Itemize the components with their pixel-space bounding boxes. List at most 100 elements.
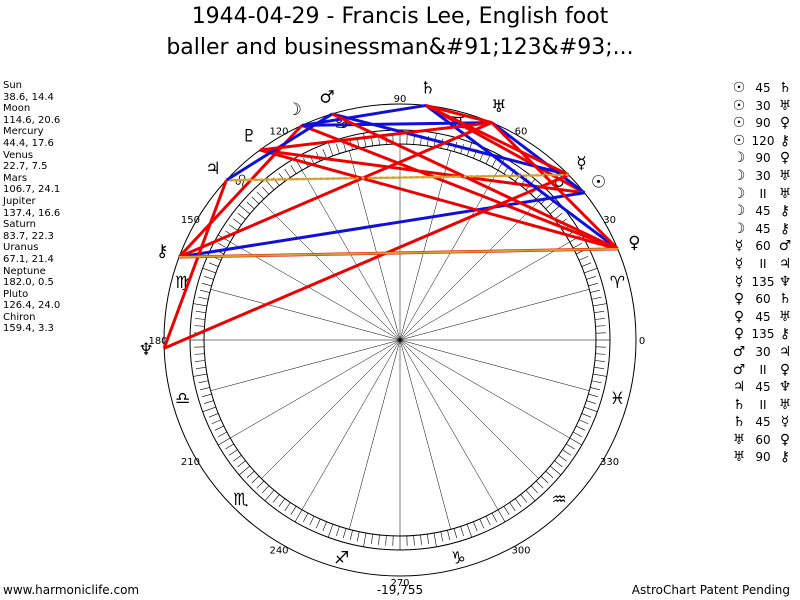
degree-tick <box>572 243 583 249</box>
degree-tick <box>203 276 214 280</box>
aspect-planet-1: ☽ <box>732 203 746 220</box>
aspect-line <box>226 173 569 182</box>
degree-label: 210 <box>181 457 200 468</box>
degree-label: 240 <box>269 546 288 557</box>
degree-tick <box>229 224 238 231</box>
degree-tick <box>229 449 238 456</box>
planet-value-pluto: 126.4, 24.0 <box>3 300 61 312</box>
aspect-angle: II <box>759 362 767 377</box>
planet-name-jupiter: Jupiter <box>3 195 36 207</box>
degree-tick <box>586 400 597 404</box>
aspect-planet-2: ♅ <box>778 308 792 325</box>
degree-tick <box>363 133 367 148</box>
aspect-angle: II <box>759 256 767 271</box>
degree-tick <box>591 380 602 384</box>
outer-circle <box>163 103 637 577</box>
degree-tick <box>284 502 291 511</box>
aspect-row: ☽ 45 ⚷ <box>728 203 794 221</box>
aspect-row: ☿ II ♃ <box>728 256 794 274</box>
aspect-angle: 60 <box>755 292 771 307</box>
aspect-angle: 30 <box>755 168 771 183</box>
degree-label: 150 <box>181 215 200 226</box>
degree-tick <box>214 425 224 431</box>
aspect-row: ☿ 60 ♂ <box>728 238 794 256</box>
degree-tick <box>554 460 563 468</box>
aspect-lines <box>162 103 619 350</box>
aspect-angle: 135 <box>751 274 775 289</box>
aspect-planet-2: ♄ <box>778 80 792 96</box>
degree-tick <box>525 489 536 502</box>
aspect-planet-1: ♀ <box>733 291 745 308</box>
planet-value-mars: 106.7, 24.1 <box>3 184 61 196</box>
degree-tick <box>261 485 270 494</box>
aspect-planet-2: ♃ <box>778 343 792 360</box>
degree-tick <box>356 531 360 542</box>
aspect-planet-2: ♅ <box>778 185 792 202</box>
degree-tick <box>363 532 367 547</box>
aspect-row: ♀ 135 ⚷ <box>728 326 794 344</box>
aspect-planet-1: ☿ <box>734 273 744 290</box>
zodiac-sign-glyph: ♑ <box>451 548 466 568</box>
degree-tick <box>578 255 589 261</box>
degree-tick <box>485 154 491 164</box>
aspect-angle: 90 <box>755 450 771 465</box>
degree-tick <box>588 282 599 287</box>
house-spoke <box>399 170 499 341</box>
planet-value-jupiter: 137.4, 16.6 <box>3 207 61 219</box>
degree-tick <box>233 454 242 462</box>
degree-tick <box>586 276 597 280</box>
aspect-line <box>178 121 493 259</box>
degree-tick <box>440 531 444 542</box>
aspect-angle: 45 <box>755 81 771 95</box>
degree-label: 60 <box>515 126 528 137</box>
planet-value-sun: 38.6, 14.4 <box>3 91 54 103</box>
aspect-planet-2: ♀ <box>779 150 791 167</box>
aspect-line <box>259 148 619 251</box>
aspect-angle: 90 <box>755 116 771 131</box>
house-spoke <box>399 150 451 341</box>
house-spoke <box>230 241 401 341</box>
aspect-angle: 45 <box>755 415 771 430</box>
aspect-planet-2: ⚷ <box>779 326 791 343</box>
degree-tick <box>264 178 275 191</box>
planet-name-neptune: Neptune <box>3 265 46 277</box>
degree-tick <box>208 413 219 418</box>
house-spoke <box>210 339 401 391</box>
degree-tick <box>195 360 206 362</box>
aspect-row: ♅ 90 ⚷ <box>728 449 794 467</box>
degree-tick <box>540 475 549 484</box>
degree-tick <box>237 212 246 220</box>
aspect-angle: 45 <box>755 380 771 395</box>
planet-name-uranus: Uranus <box>3 242 39 254</box>
aspect-line <box>425 104 570 177</box>
degree-tick <box>251 196 260 205</box>
degree-tick <box>195 318 206 320</box>
aspect-planet-2: ☿ <box>780 414 790 431</box>
house-spoke <box>349 150 401 341</box>
degree-tick <box>473 521 478 532</box>
aspect-planet-2: ⚷ <box>779 132 791 149</box>
degree-tick <box>237 460 246 468</box>
aspect-planet-2: ♆ <box>778 273 792 290</box>
degree-tick <box>349 530 353 540</box>
degree-tick <box>509 502 516 511</box>
planet-glyph-saturn: ♄ <box>420 79 435 99</box>
degree-tick <box>371 534 374 545</box>
aspect-planet-2: ♅ <box>778 97 792 114</box>
planet-name-pluto: Pluto <box>3 288 29 300</box>
degree-tick <box>460 526 464 537</box>
degree-tick <box>342 528 347 539</box>
house-spoke <box>399 339 539 479</box>
degree-tick <box>590 387 600 391</box>
degree-tick <box>217 431 228 437</box>
chart-title-line2: baller and businessman&#91;123&#93;... <box>166 35 634 60</box>
degree-tick <box>256 191 265 200</box>
degree-tick <box>576 425 586 431</box>
aspect-planet-1: ☽ <box>732 167 746 184</box>
degree-tick <box>594 311 605 314</box>
aspect-row: ☉ 30 ♅ <box>728 98 794 116</box>
aspect-row: ♀ 45 ♅ <box>728 309 794 327</box>
aspect-row: ♄ 45 ☿ <box>728 414 794 432</box>
aspect-line <box>163 173 570 350</box>
aspect-row: ☉ 90 ♀ <box>728 115 794 133</box>
